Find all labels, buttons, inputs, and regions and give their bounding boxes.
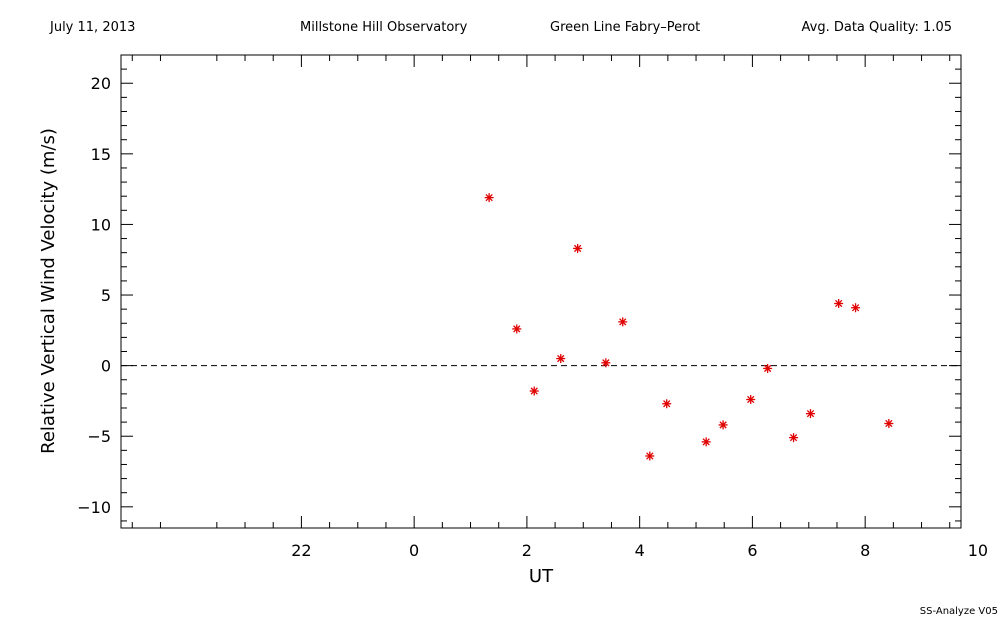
y-tick-labels: −10 −5 0 5 10 15 20 (77, 74, 111, 517)
data-point (746, 395, 756, 405)
data-point (763, 363, 773, 373)
data-point (556, 354, 566, 364)
y-tick-label: 5 (101, 286, 111, 305)
y-axis-label: Relative Vertical Wind Velocity (m/s) (38, 128, 59, 454)
axis-ticks (121, 55, 961, 528)
x-tick-label: 4 (635, 541, 645, 560)
header-instrument: Green Line Fabry–Perot (550, 20, 700, 35)
x-tick-label: 6 (747, 541, 757, 560)
x-tick-label: 2 (522, 541, 532, 560)
plot-frame (120, 54, 962, 529)
x-tick-label: 10 (968, 541, 988, 560)
data-point (645, 451, 655, 461)
x-tick-label: 8 (860, 541, 870, 560)
data-point (834, 299, 844, 309)
y-tick-label: −10 (77, 498, 111, 517)
data-point (662, 399, 672, 409)
data-point (789, 433, 799, 443)
data-point (884, 419, 894, 429)
y-tick-label: −5 (87, 427, 111, 446)
header-observatory: Millstone Hill Observatory (300, 20, 468, 35)
y-tick-label: 0 (101, 357, 111, 376)
data-point (618, 317, 628, 327)
data-point (573, 243, 583, 253)
data-point (529, 386, 539, 396)
x-tick-label: 22 (291, 541, 311, 560)
data-point (805, 409, 815, 419)
header-date: July 11, 2013 (49, 20, 135, 35)
data-points (484, 193, 894, 461)
y-tick-label: 20 (91, 74, 111, 93)
x-axis-label: UT (529, 566, 554, 587)
header-quality: Avg. Data Quality: 1.05 (802, 20, 952, 35)
data-point (512, 324, 522, 334)
x-tick-labels: 22 0 2 4 6 8 10 (291, 541, 988, 560)
data-point (851, 303, 861, 313)
data-point (701, 437, 711, 447)
data-point (484, 193, 494, 203)
footer-version: SS-Analyze V05 (920, 606, 998, 617)
data-point (718, 420, 728, 430)
y-tick-label: 10 (91, 215, 111, 234)
data-point (601, 358, 611, 368)
x-tick-label: 0 (409, 541, 419, 560)
y-tick-label: 15 (91, 145, 111, 164)
